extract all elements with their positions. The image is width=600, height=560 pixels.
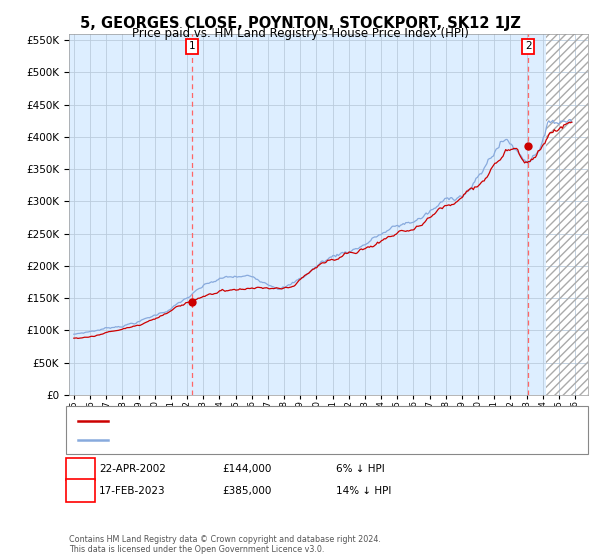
Text: Price paid vs. HM Land Registry's House Price Index (HPI): Price paid vs. HM Land Registry's House … bbox=[131, 27, 469, 40]
Bar bbox=[546, 34, 588, 395]
Text: 22-APR-2002: 22-APR-2002 bbox=[99, 464, 166, 474]
Text: 5, GEORGES CLOSE, POYNTON, STOCKPORT, SK12 1JZ (detached house): 5, GEORGES CLOSE, POYNTON, STOCKPORT, SK… bbox=[114, 417, 466, 426]
Bar bbox=[546, 34, 588, 395]
Text: 5, GEORGES CLOSE, POYNTON, STOCKPORT, SK12 1JZ: 5, GEORGES CLOSE, POYNTON, STOCKPORT, SK… bbox=[80, 16, 520, 31]
Text: 1: 1 bbox=[188, 41, 195, 52]
Text: 2: 2 bbox=[525, 41, 532, 52]
Text: HPI: Average price, detached house, Cheshire East: HPI: Average price, detached house, Ches… bbox=[114, 435, 362, 445]
Text: 1: 1 bbox=[77, 464, 84, 474]
Text: 6% ↓ HPI: 6% ↓ HPI bbox=[336, 464, 385, 474]
Text: £144,000: £144,000 bbox=[222, 464, 271, 474]
Text: 14% ↓ HPI: 14% ↓ HPI bbox=[336, 486, 391, 496]
Text: £385,000: £385,000 bbox=[222, 486, 271, 496]
Text: Contains HM Land Registry data © Crown copyright and database right 2024.
This d: Contains HM Land Registry data © Crown c… bbox=[69, 535, 381, 554]
Text: 2: 2 bbox=[77, 486, 84, 496]
Text: 17-FEB-2023: 17-FEB-2023 bbox=[99, 486, 166, 496]
